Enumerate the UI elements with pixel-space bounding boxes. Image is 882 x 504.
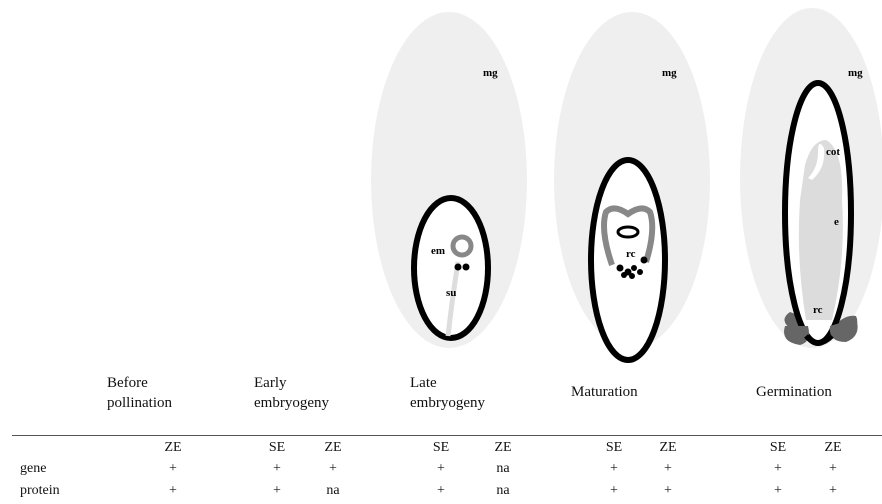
table-cell: + <box>169 483 177 499</box>
table-cell: + <box>610 461 618 477</box>
column-header: ZE <box>164 440 181 456</box>
seed-coat <box>591 160 665 360</box>
table-cell: + <box>437 461 445 477</box>
figure-label: rc <box>813 304 823 316</box>
figure-label: rc <box>626 248 636 260</box>
figure-label: mg <box>483 67 498 79</box>
table-cell: + <box>774 461 782 477</box>
stage-label: Early embryogeny <box>254 373 354 413</box>
figure-label: em <box>431 245 445 257</box>
table-cell: + <box>329 461 337 477</box>
table-cell: + <box>273 461 281 477</box>
page: mg em su mg rc mg cot e rc Before pollin… <box>0 0 882 504</box>
row-label: gene <box>20 461 46 477</box>
table-cell: + <box>664 483 672 499</box>
root-cap <box>784 326 809 345</box>
table-cell: + <box>437 483 445 499</box>
stage-label: Before pollination <box>107 373 197 413</box>
cell <box>463 264 470 271</box>
column-header: ZE <box>659 440 676 456</box>
table-cell: + <box>829 483 837 499</box>
stage-label: Maturation <box>571 382 638 402</box>
table-cell: + <box>610 483 618 499</box>
table-cell: + <box>664 461 672 477</box>
column-header: SE <box>606 440 622 456</box>
column-header: SE <box>433 440 449 456</box>
column-header: ZE <box>824 440 841 456</box>
figure-label: su <box>446 287 456 299</box>
figure-label: mg <box>662 67 677 79</box>
table-cell: na <box>326 483 339 499</box>
table-cell: + <box>169 461 177 477</box>
table-cell: + <box>273 483 281 499</box>
table-cell: + <box>829 461 837 477</box>
figure-label: mg <box>848 67 863 79</box>
table-cell: + <box>774 483 782 499</box>
figure-label: e <box>834 216 839 228</box>
cell <box>455 264 462 271</box>
column-header: ZE <box>494 440 511 456</box>
figure: mg em su mg rc mg cot e rc <box>0 0 882 504</box>
column-header: SE <box>770 440 786 456</box>
figure-label: cot <box>826 146 840 158</box>
table-cell: na <box>496 483 509 499</box>
column-header: ZE <box>324 440 341 456</box>
table-cell: na <box>496 461 509 477</box>
stage-label: Late embryogeny <box>410 373 510 413</box>
stage-label: Germination <box>756 382 832 402</box>
row-label: protein <box>20 483 60 499</box>
column-header: SE <box>269 440 285 456</box>
